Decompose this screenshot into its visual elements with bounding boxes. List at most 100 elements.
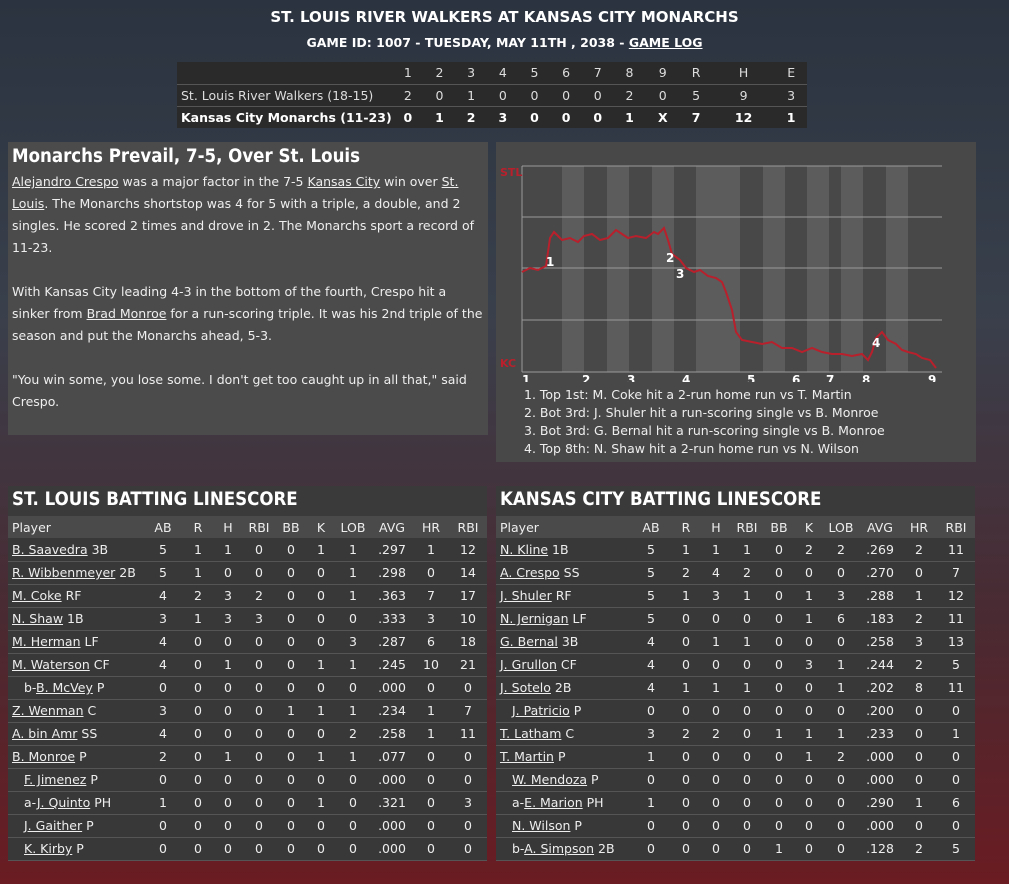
player-link[interactable]: J. Shuler — [500, 588, 552, 603]
column-header[interactable]: RBI — [937, 516, 975, 538]
player-position: LF — [568, 611, 587, 626]
player-link[interactable]: N. Shaw — [12, 611, 64, 626]
column-header[interactable]: RBI — [731, 516, 763, 538]
stat-cell: 3 — [647, 726, 655, 741]
column-header[interactable]: HR — [413, 516, 449, 538]
stl-batting-panel: ST. LOUIS BATTING LINESCORE Player AB R H RB… — [8, 486, 487, 861]
stat-cell: 0 — [287, 657, 295, 672]
player-position: C — [83, 703, 97, 718]
batter-cell: b-B. McVey P — [8, 676, 143, 699]
stat-cell: 0 — [255, 726, 263, 741]
column-header[interactable]: HR — [901, 516, 937, 538]
player-link[interactable]: R. Wibbenmeyer — [12, 565, 116, 580]
player-link[interactable]: Z. Wenman — [12, 703, 84, 718]
stat-cell: 0 — [743, 841, 751, 856]
inning-label: 3 — [627, 373, 635, 382]
player-link[interactable]: N. Jernigan — [500, 611, 569, 626]
batter-row: J. Shuler RF 5 1 3 1 0 1 3 .288 1 12 — [496, 584, 975, 607]
player-link[interactable]: B. Monroe — [12, 749, 76, 764]
column-header[interactable]: AVG — [859, 516, 901, 538]
player-link[interactable]: E. Marion — [524, 795, 583, 810]
column-header[interactable]: H — [701, 516, 731, 538]
column-header[interactable]: H — [213, 516, 243, 538]
player-link[interactable]: J. Gaither — [24, 818, 83, 833]
team-link[interactable]: St. Louis — [12, 174, 459, 211]
player-link[interactable]: G. Bernal — [500, 634, 558, 649]
batter-row: J. Grullon CF 4 0 0 0 0 3 1 .244 2 5 — [496, 653, 975, 676]
stat-cell: 1 — [682, 680, 690, 695]
column-header[interactable]: Player — [496, 516, 631, 538]
stat-cell: 1 — [194, 565, 202, 580]
stat-cell: 0 — [427, 565, 435, 580]
player-link[interactable]: W. Mendoza — [512, 772, 588, 787]
stat-cell: 0 — [224, 772, 232, 787]
stat-cell: 0 — [915, 726, 923, 741]
player-link[interactable]: F. Jimenez — [24, 772, 87, 787]
player-link[interactable]: Alejandro Crespo — [12, 174, 119, 189]
player-link[interactable]: T. Latham — [500, 726, 562, 741]
column-header[interactable]: R — [183, 516, 213, 538]
errors-header: E — [787, 65, 796, 81]
player-link[interactable]: A. Crespo — [500, 565, 560, 580]
win-probability-graph: STL KC 1 2 3 4 1 2 3 4 5 6 7 8 9 — [500, 165, 942, 382]
stat-cell: 1 — [682, 588, 690, 603]
player-link[interactable]: N. Wilson — [512, 818, 571, 833]
stat-cell: 1 — [349, 657, 357, 672]
column-header[interactable]: LOB — [335, 516, 371, 538]
stat-cell: 0 — [349, 841, 357, 856]
column-header[interactable]: K — [795, 516, 823, 538]
player-link[interactable]: Brad Monroe — [86, 306, 167, 321]
column-header[interactable]: AB — [631, 516, 671, 538]
runs-total: 7 — [691, 109, 701, 125]
player-link[interactable]: J. Quinto — [36, 795, 91, 810]
player-link[interactable]: A. Simpson — [524, 841, 595, 856]
player-link[interactable]: M. Coke — [12, 588, 62, 603]
game-log-link[interactable]: GAME LOG — [628, 35, 703, 50]
column-header[interactable]: BB — [763, 516, 795, 538]
stat-cell: 12 — [948, 588, 964, 603]
kc-batting-title: KANSAS CITY BATTING LINESCORE — [496, 486, 975, 516]
stat-cell: 0 — [317, 772, 325, 787]
batter-cell: N. Shaw 1B — [8, 607, 143, 630]
stat-cell: 0 — [775, 611, 783, 626]
column-header[interactable]: AB — [143, 516, 183, 538]
player-link[interactable]: K. Kirby — [24, 841, 73, 856]
kc-batting-table: Player AB R H RBI BB K LOB AVG HR RBI N. Kline 1B 5… — [496, 516, 975, 861]
inning-label: 5 — [747, 373, 755, 382]
player-link[interactable]: B. McVey — [36, 680, 93, 695]
stat-cell: 0 — [775, 588, 783, 603]
stat-cell: 0 — [287, 841, 295, 856]
team-link[interactable]: Kansas City — [307, 174, 381, 189]
player-link[interactable]: J. Sotelo — [500, 680, 551, 695]
column-header[interactable]: RBI — [243, 516, 275, 538]
stat-cell: 0 — [647, 703, 655, 718]
column-header[interactable]: LOB — [823, 516, 859, 538]
column-header[interactable]: K — [307, 516, 335, 538]
column-header[interactable]: RBI — [449, 516, 487, 538]
stat-cell: 0 — [287, 680, 295, 695]
player-link[interactable]: A. bin Amr — [12, 726, 78, 741]
player-link[interactable]: J. Grullon — [500, 657, 557, 672]
column-header[interactable]: AVG — [371, 516, 413, 538]
stat-cell: 0 — [952, 818, 960, 833]
player-link[interactable]: M. Waterson — [12, 657, 90, 672]
stat-cell: 0 — [224, 565, 232, 580]
stat-cell: 0 — [287, 634, 295, 649]
player-link[interactable]: N. Kline — [500, 541, 549, 557]
column-header[interactable]: BB — [275, 516, 307, 538]
player-link[interactable]: T. Martin — [500, 749, 554, 764]
stat-cell: 1 — [743, 634, 751, 649]
wp-bottom-label: KC — [500, 357, 516, 370]
stat-cell: 0 — [837, 818, 845, 833]
column-header[interactable]: Player — [8, 516, 143, 538]
player-link[interactable]: M. Herman — [12, 634, 81, 649]
column-header[interactable]: R — [671, 516, 701, 538]
batter-row: W. Mendoza P 0 0 0 0 0 0 0 .000 0 0 — [496, 768, 975, 791]
stat-cell: 1 — [647, 795, 655, 810]
inning-band — [807, 166, 829, 372]
batter-row: F. Jimenez P 0 0 0 0 0 0 0 .000 0 0 — [8, 768, 487, 791]
wp-note: 3. Bot 3rd: G. Bernal hit a run-scoring … — [524, 423, 885, 438]
player-link[interactable]: J. Patricio — [512, 703, 570, 718]
player-link[interactable]: B. Saavedra — [12, 541, 88, 557]
stat-cell: 4 — [159, 726, 167, 741]
